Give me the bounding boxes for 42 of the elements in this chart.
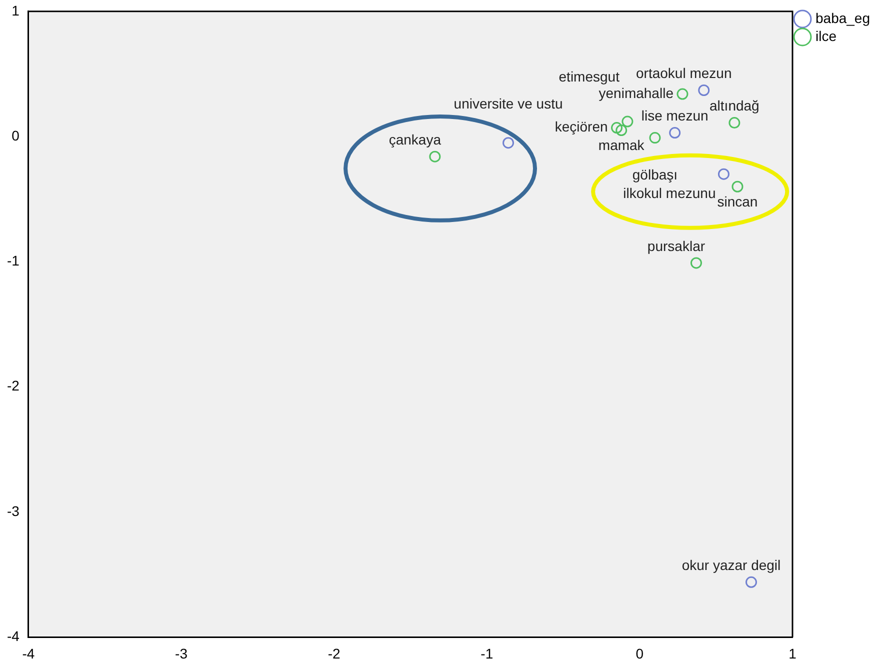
data-label: altındağ: [710, 98, 760, 114]
data-label: sincan: [717, 193, 758, 210]
data-label: keçiören: [554, 118, 608, 135]
point: [616, 124, 628, 136]
data-label: mamak: [598, 137, 646, 154]
point: [622, 116, 634, 128]
point: [728, 117, 740, 129]
point: [669, 127, 681, 139]
data-label: universite ve ustu: [454, 96, 563, 112]
y-tick-label: -4: [6, 628, 20, 644]
y-tick-label: 1: [12, 2, 20, 18]
data-label: ilkokul mezunu: [623, 184, 716, 201]
point: [429, 150, 441, 162]
data-label: gölbaşı: [632, 166, 678, 183]
x-tick-label: -2: [328, 645, 341, 662]
point: [698, 84, 710, 96]
point: [732, 180, 744, 192]
data-label: pursaklar: [647, 238, 706, 254]
x-tick-label: 0: [636, 645, 644, 662]
point: [649, 132, 661, 144]
y-tick-label: -3: [6, 502, 20, 519]
point: [690, 257, 702, 269]
x-tick-label: -4: [22, 645, 35, 662]
legend-label: baba_eg: [815, 10, 870, 26]
data-label: okur yazar degil: [682, 556, 781, 573]
point: [745, 576, 757, 588]
point: [502, 137, 514, 149]
y-tick-label: 0: [12, 127, 20, 144]
y-tick-label: -2: [6, 378, 20, 394]
data-label: ortaokul mezun: [636, 65, 732, 82]
y-tick-label: -1: [6, 252, 20, 269]
legend-label: ilce: [815, 28, 837, 44]
x-tick-label: -3: [175, 645, 188, 662]
point: [676, 88, 688, 100]
data-label: lise mezun: [641, 108, 708, 124]
point: [718, 168, 730, 180]
point: [611, 122, 623, 134]
x-tick-label: -1: [480, 645, 494, 662]
data-label: etimesgut: [558, 68, 620, 84]
data-label: yenimahalle: [598, 84, 674, 101]
data-label: çankaya: [388, 131, 442, 148]
x-tick-label: 1: [788, 645, 797, 662]
